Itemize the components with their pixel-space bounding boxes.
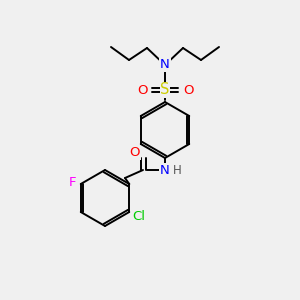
Text: O: O xyxy=(137,83,147,97)
Text: N: N xyxy=(160,58,170,71)
Text: O: O xyxy=(130,146,140,160)
Text: O: O xyxy=(183,83,193,97)
Text: N: N xyxy=(160,164,170,176)
Text: H: H xyxy=(172,164,182,176)
Text: S: S xyxy=(160,82,170,98)
Text: F: F xyxy=(69,176,76,188)
Text: Cl: Cl xyxy=(133,211,146,224)
